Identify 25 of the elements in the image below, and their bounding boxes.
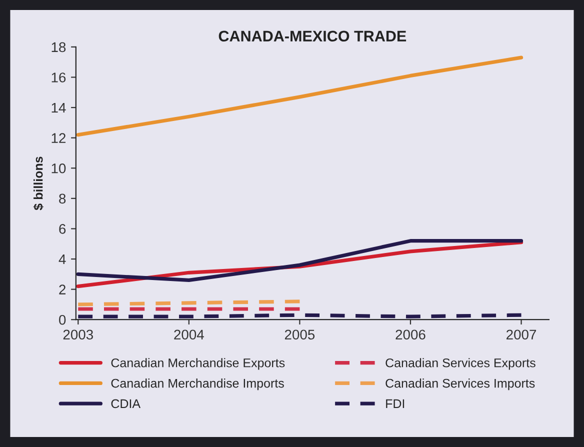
y-tick-label: 4 xyxy=(58,254,66,264)
y-tick-label: 10 xyxy=(52,163,66,174)
y-tick-label: 12 xyxy=(52,133,66,143)
x-tick-label: 2006 xyxy=(396,330,426,340)
x-tick-label: 2007 xyxy=(506,330,536,340)
y-tick-label: 2 xyxy=(59,284,66,294)
y-tick-label: 8 xyxy=(59,194,66,204)
x-tick-label: 2004 xyxy=(174,330,204,340)
y-tick-label: 6 xyxy=(59,224,66,234)
legend-label: Canadian Merchandise Exports xyxy=(111,358,285,370)
y-tick-label: 14 xyxy=(52,103,66,113)
y-tick-label: 0 xyxy=(59,314,66,325)
line-series xyxy=(76,56,524,137)
x-tick-label: 2003 xyxy=(63,330,93,340)
legend-label: FDI xyxy=(386,399,404,408)
y-tick-label: 16 xyxy=(52,72,66,82)
legend-label: CDIA xyxy=(111,399,141,408)
y-axis-title: $ billions xyxy=(33,156,44,210)
y-tick-label: 18 xyxy=(52,42,66,52)
legend-label: Canadian Services Exports xyxy=(386,358,536,370)
legend-label: Canadian Merchandise Imports xyxy=(111,378,284,390)
legend-label: Canadian Services Imports xyxy=(386,378,535,390)
line-series xyxy=(76,239,524,282)
chart-title: CANADA-MEXICO TRADE xyxy=(218,30,406,42)
x-tick-label: 2005 xyxy=(284,330,315,340)
